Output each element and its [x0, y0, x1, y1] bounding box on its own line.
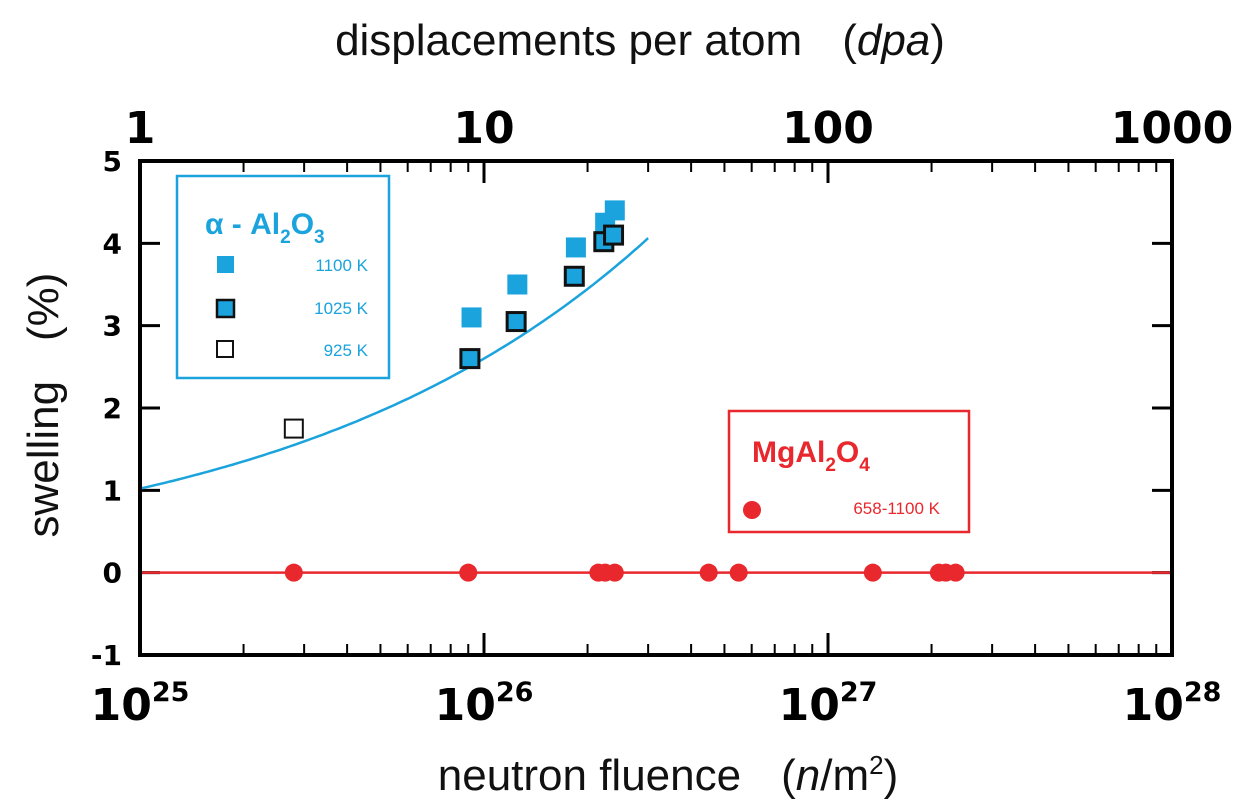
x2-tick-label: 100 [782, 103, 874, 154]
point-spinel [699, 563, 718, 582]
legend-marker-1100k [217, 256, 234, 273]
x-tick-label: 1025 [91, 677, 190, 731]
legend-marker-1025k [215, 298, 236, 319]
x2-tick-label: 10 [453, 103, 514, 154]
fit-curve-alumina [139, 237, 649, 490]
point-1100k [461, 307, 482, 328]
legend-marker-925k [216, 340, 234, 358]
legend-spinel: MgAl2O4 658-1100 K [727, 409, 971, 534]
bottom-axis-title: neutron fluence (n/m2) [438, 750, 899, 800]
point-spinel [459, 563, 478, 582]
point-spinel [863, 563, 882, 582]
legend-alumina-title: α - Al2O3 [205, 208, 325, 248]
point-spinel [284, 563, 303, 582]
legend-spinel-title: MgAl2O4 [752, 436, 870, 476]
legend-alumina: α - Al2O3 1100 K 1025 K 925 K [175, 174, 391, 380]
fit-curves [139, 237, 1172, 574]
y-tick-label: 4 [103, 227, 122, 260]
legend-alumina-box [175, 174, 391, 380]
y-axis-title: swelling(%) [19, 273, 68, 538]
point-1025k [563, 265, 585, 287]
point-1025k [603, 224, 625, 246]
top-axis-title: displacements per atom (dpa) [335, 16, 945, 65]
legend-label-spinel: 658-1100 K [853, 499, 940, 518]
point-1100k [507, 274, 528, 295]
y-tick-label: 3 [103, 310, 122, 343]
x2-tick-label: 1 [125, 103, 156, 154]
x-tick-label: 1028 [1123, 677, 1222, 731]
x-tick-label: 1027 [779, 677, 878, 731]
plot-frame [138, 159, 1174, 657]
legend-label-1025k: 1025 K [314, 299, 369, 318]
x2-tick-label: 1000 [1111, 103, 1233, 154]
y-tick-label: 0 [103, 557, 122, 590]
point-spinel [729, 563, 748, 582]
point-1100k [604, 200, 625, 221]
point-spinel [946, 563, 965, 582]
legend-label-1100k: 1100 K [315, 256, 368, 275]
y-tick-label: 1 [103, 474, 122, 507]
legend-marker-spinel [743, 501, 761, 519]
y-tick-label: 2 [103, 392, 122, 425]
point-1025k [459, 348, 481, 370]
legend-spinel-box [727, 409, 971, 534]
y-tick-label: -1 [91, 639, 122, 672]
x-tick-label: 1026 [435, 677, 534, 731]
y-tick-label: 5 [103, 145, 122, 178]
ticks-layer: 1025 1026 1027 1028 1 10 100 1000 -1 0 1 2 3 4 5 [91, 103, 1234, 731]
point-925k [283, 418, 304, 439]
point-1025k [505, 311, 527, 333]
legend-label-925k: 925 K [324, 341, 369, 360]
data-points [283, 200, 965, 582]
point-1100k [565, 237, 586, 258]
point-spinel [605, 563, 624, 582]
